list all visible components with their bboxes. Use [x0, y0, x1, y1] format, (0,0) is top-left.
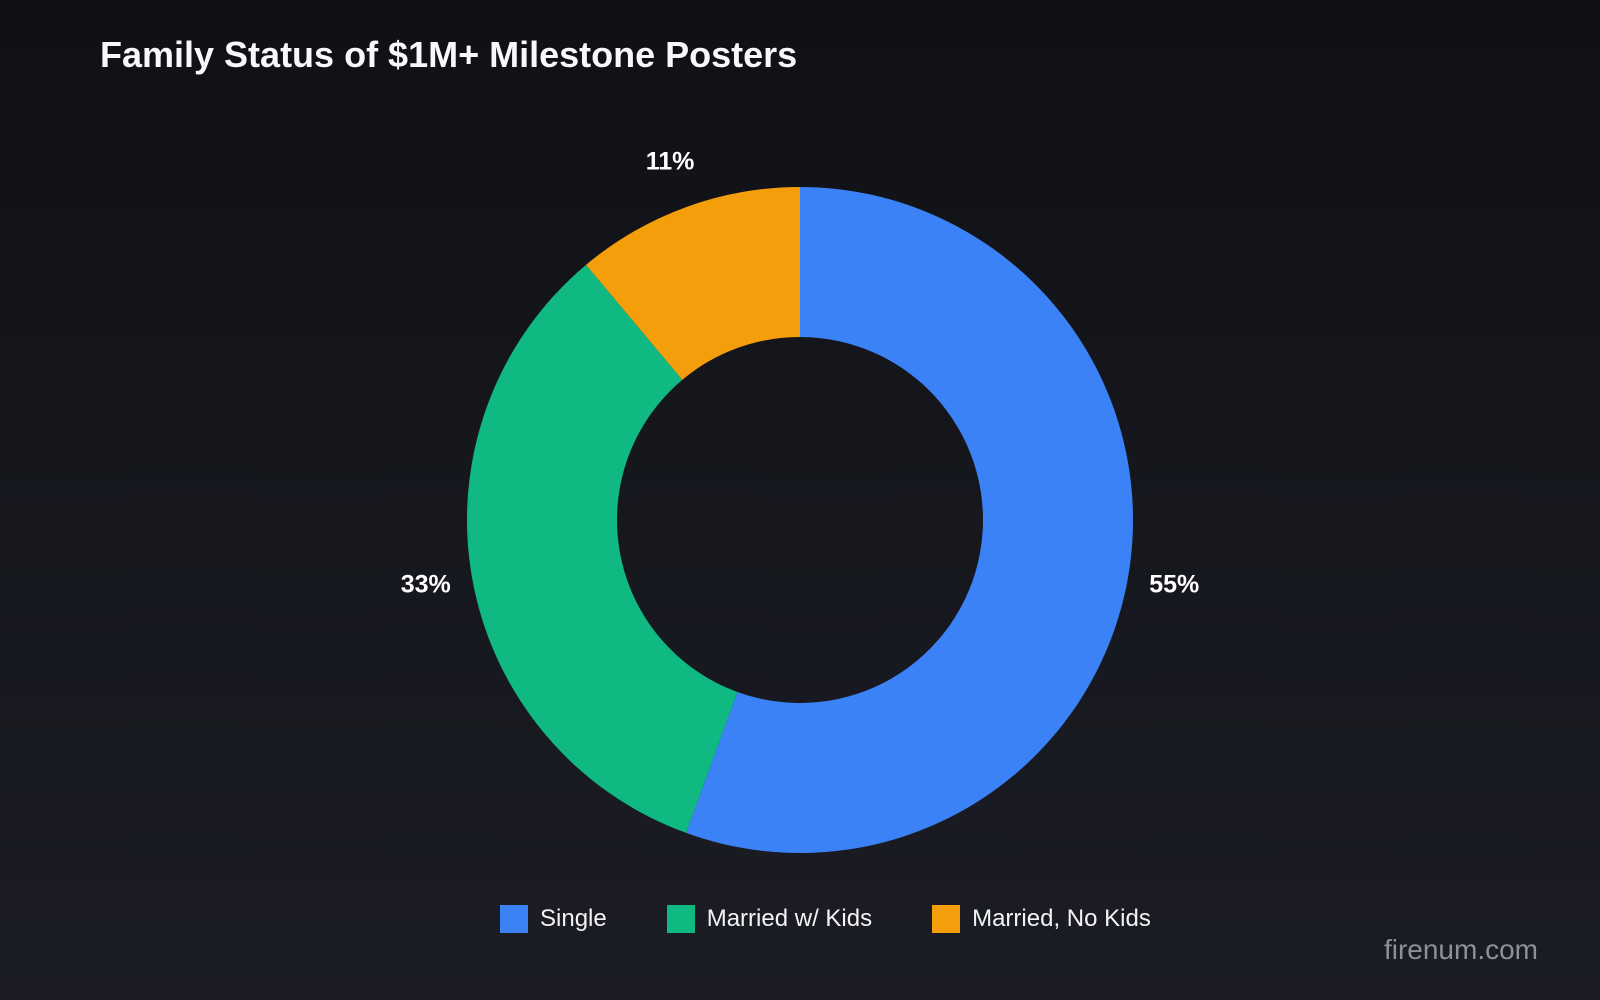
legend-item-married-with-kids: Married w/ Kids — [666, 905, 873, 933]
legend-label-single: Single — [540, 905, 607, 932]
donut-slices — [467, 187, 1133, 854]
legend-swatch-single — [500, 905, 528, 933]
slice-label-single: 55% — [1149, 571, 1199, 599]
legend-swatch-married-with-kids — [666, 905, 695, 933]
slice-single — [686, 187, 1133, 854]
legend: Single Married w/ Kids Married, No Kids — [500, 903, 1200, 935]
legend-item-single: Single — [500, 905, 607, 933]
legend-swatch-married-no-kids — [932, 905, 961, 933]
legend-item-married-no-kids: Married, No Kids — [932, 905, 1151, 933]
watermark: firenum.com — [1383, 934, 1538, 965]
slice-married-no-kids — [585, 187, 800, 380]
chart-title: Family Status of $1M+ Milestone Posters — [100, 34, 798, 75]
slice-label-married-no-kids: 11% — [646, 148, 695, 176]
slice-label-married-with-kids: 33% — [401, 571, 451, 599]
legend-label-married-no-kids: Married, No Kids — [972, 905, 1151, 932]
slice-married-with-kids — [467, 264, 738, 833]
legend-label-married-with-kids: Married w/ Kids — [706, 905, 873, 932]
slice-labels: 55% 33% 11% — [401, 148, 1200, 599]
